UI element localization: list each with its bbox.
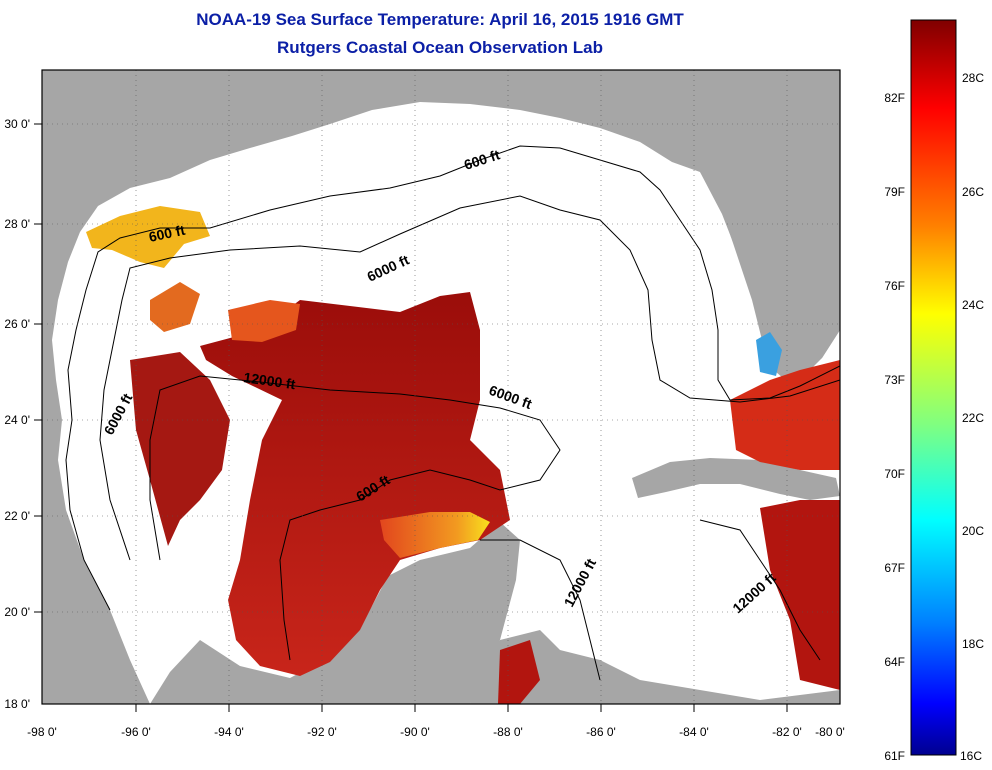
y-tick-label: 28 0' — [4, 217, 30, 231]
colorbar-c-label: 26C — [962, 185, 984, 199]
sst-west-patch — [150, 282, 200, 332]
x-tick-label: -92 0' — [307, 725, 337, 739]
colorbar-f-label: 67F — [884, 561, 905, 575]
map-title: NOAA-19 Sea Surface Temperature: April 1… — [196, 10, 684, 29]
x-tick-label: -96 0' — [121, 725, 151, 739]
y-tick-label: 20 0' — [4, 605, 30, 619]
contour-yucatan — [480, 539, 601, 681]
tick-marks — [34, 123, 788, 712]
y-tick-label: 26 0' — [4, 317, 30, 331]
colorbar-c-label: 24C — [962, 298, 984, 312]
temperature-colorbar — [910, 19, 957, 756]
sst-florida-straits — [730, 360, 840, 470]
sst-florida-cool — [756, 332, 782, 376]
florida-peninsula-land — [700, 110, 840, 372]
central-america-land — [470, 630, 840, 704]
colorbar-c-label: 20C — [962, 524, 984, 538]
sst-west-gulf — [130, 352, 230, 546]
colorbar-f-label: 64F — [884, 655, 905, 669]
colorbar-f-label: 76F — [884, 279, 905, 293]
y-tick-label: 24 0' — [4, 413, 30, 427]
x-tick-label: -84 0' — [679, 725, 709, 739]
y-tick-label: 18 0' — [4, 697, 30, 711]
north-america-land — [42, 70, 840, 704]
sst-north-orange — [228, 300, 300, 342]
contour-6000ft — [99, 195, 840, 561]
x-tick-label: -86 0' — [586, 725, 616, 739]
contour-600ft — [65, 145, 840, 611]
x-tick-label: -88 0' — [493, 725, 523, 739]
sst-texas-shelf — [86, 206, 210, 268]
sst-caribbean — [760, 500, 840, 690]
contour-label: 12000 ft — [243, 369, 297, 392]
sst-yucatan-east — [498, 640, 540, 704]
colorbar-c-label: 22C — [962, 411, 984, 425]
bathymetry-contours — [65, 145, 840, 681]
x-tick-label: -90 0' — [400, 725, 430, 739]
colorbar-c-label: 28C — [962, 71, 984, 85]
graticule — [42, 70, 840, 704]
x-tick-label: -80 0' — [815, 725, 845, 739]
contour-caribbean — [699, 519, 821, 661]
x-tick-label: -82 0' — [772, 725, 802, 739]
colorbar-f-label: 79F — [884, 185, 905, 199]
colorbar-f-label: 61F — [884, 749, 905, 763]
mexico-land — [150, 522, 520, 704]
x-tick-label: -94 0' — [214, 725, 244, 739]
y-tick-label: 30 0' — [4, 117, 30, 131]
sst-central-gulf — [200, 292, 510, 676]
sst-campeche-bank — [380, 512, 490, 558]
colorbar-f-label: 82F — [884, 91, 905, 105]
cuba-land — [632, 458, 840, 500]
map-frame — [41, 69, 841, 705]
y-tick-label: 22 0' — [4, 509, 30, 523]
map-subtitle: Rutgers Coastal Ocean Observation Lab — [277, 38, 603, 57]
contour-12000ft-west — [149, 375, 561, 661]
colorbar-c-label: 18C — [962, 637, 984, 651]
colorbar-f-label: 70F — [884, 467, 905, 481]
x-tick-label: -98 0' — [27, 725, 57, 739]
colorbar-c-label: 16C — [960, 749, 982, 763]
colorbar-f-label: 73F — [884, 373, 905, 387]
contour-label: 600 ft — [147, 222, 186, 245]
